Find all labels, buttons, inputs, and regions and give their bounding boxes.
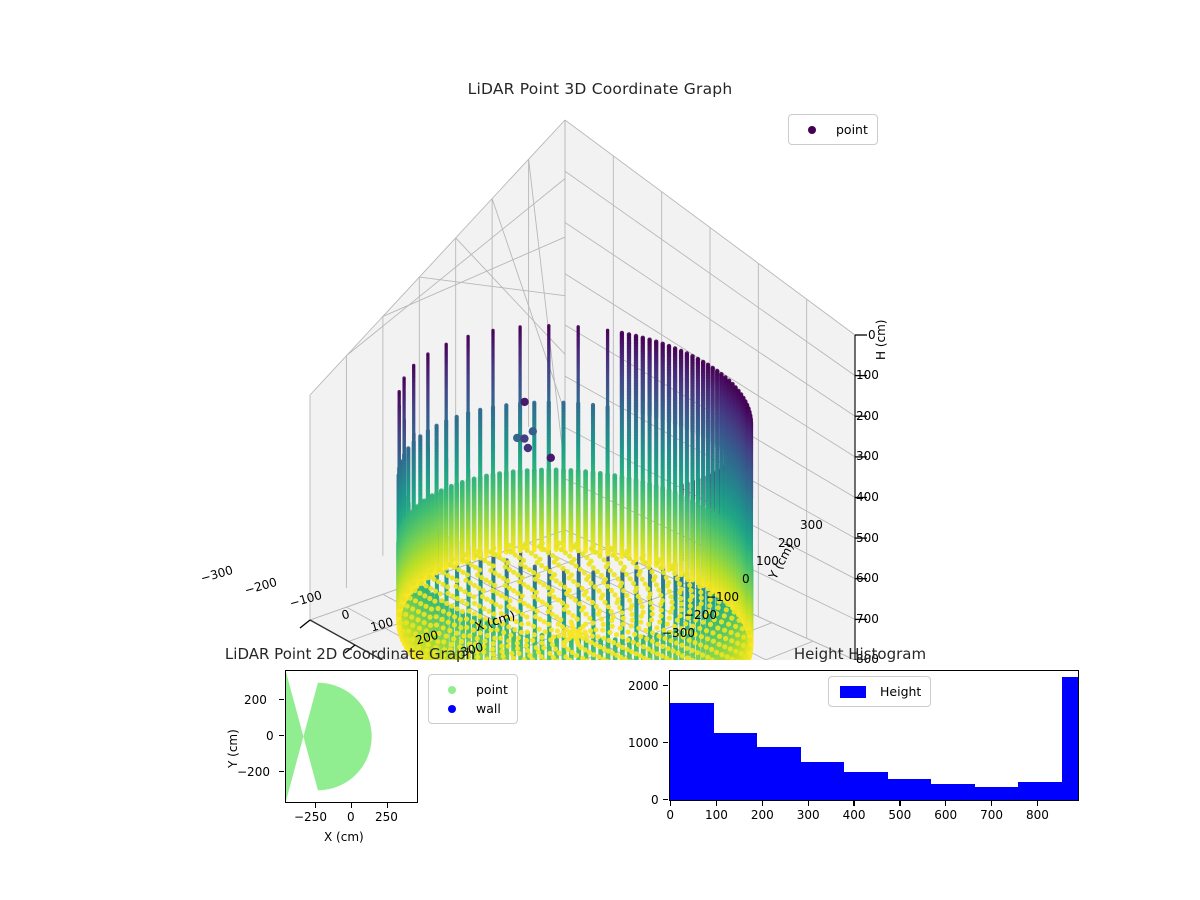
plot2d-ytickmark-2 [279,771,284,773]
histogram-bar [713,733,758,800]
point-marker-icon [798,125,826,134]
plot2d-xtickmark-0 [315,803,317,808]
plot2d-axes [285,670,418,803]
legend-item-point[interactable]: point [798,120,868,139]
hist-ytickmark-1 [663,742,668,744]
lidar-point-cloud [396,324,754,660]
histogram-bar [844,771,888,800]
hist-xtick-label: 700 [980,808,1003,822]
plot3d-zaxis-label: H (cm) [874,319,888,361]
point-footprint [286,672,372,801]
point-marker-icon [438,685,466,694]
plot2d-xtickmark-1 [351,803,353,808]
histogram-title: Height Histogram [793,645,927,663]
plot2d-yaxis-label: Y (cm) [226,729,240,768]
plot3d-xtickmarks [299,619,356,654]
plot3d-ytick-5: −200 [684,608,717,622]
plot2d-xtick-0: −250 [294,810,327,824]
plot3d-xtick-0: −300 [199,562,235,586]
plot3d-ztick-6: 600 [856,571,879,585]
hist-ytickmark-0 [663,799,668,801]
hist-xtickmark [807,801,809,806]
plot3d-ztick-2: 200 [856,409,879,423]
legend-label-point: point [836,122,868,137]
hist-ytickmark-2 [663,685,668,687]
plot2d-ytick-0: 200 [244,693,267,707]
hist-xtick-label: 600 [934,808,958,822]
hist-xtick-label: 800 [1025,808,1049,822]
legend-label-height: Height [880,684,922,699]
plot3d-ytick-4: −100 [706,590,739,604]
plot2d-ytickmark-1 [279,735,284,737]
hist-xtick-label: 400 [842,808,866,822]
histogram-bar [1061,676,1078,800]
plot3d-ytick-1: 200 [778,536,801,550]
plot2d-canvas [286,672,372,801]
plot3d-canvas [299,119,867,660]
plot3d-ytick-6: −300 [662,626,695,640]
plot3d-title: LiDAR Point 3D Coordinate Graph [467,80,733,98]
legend-item-point[interactable]: point [438,680,508,699]
legend-item-wall[interactable]: wall [438,699,508,718]
plot2d-title: LiDAR Point 2D Coordinate Graph [224,645,476,663]
histogram-bar [757,746,801,800]
plot3d-ztick-1: 100 [856,368,879,382]
histogram-bar [670,702,714,800]
plot3d-legend[interactable]: point [788,114,878,145]
plot3d-ztick-3: 300 [856,449,879,463]
height-swatch-icon [838,685,868,698]
legend-label-wall: wall [476,701,501,716]
plot2d-ytick-1: 0 [266,729,274,743]
hist-xtickmark [1036,801,1039,806]
hist-xtick-label: 500 [888,808,912,822]
hist-ytick-0: 0 [651,793,659,807]
plot3d-ztick-8: 800 [856,652,879,666]
hist-xtick-label: 0 [666,808,675,822]
plot3d-ytick-3: 0 [742,572,750,586]
hist-ytick-1: 1000 [628,736,659,750]
histogram-bars [670,671,1078,800]
plot2d-legend[interactable]: point wall [428,674,518,724]
plot2d-xtick-2: 250 [375,810,398,824]
histogram-axes [669,670,1079,801]
hist-xtickmark [761,801,764,806]
legend-label-point: point [476,682,508,697]
plot2d-xtick-1: 0 [347,810,355,824]
plot3d-ztickmarks [855,334,867,660]
hist-xtickmark [899,801,901,806]
hist-xtickmark [853,801,855,806]
hist-ytick-2: 2000 [628,679,659,693]
hist-xtickmark [945,801,947,806]
hist-xtick-label: 200 [750,808,774,822]
plot3d-ytick-0: 300 [800,518,823,532]
hist-xtickmark [990,801,993,806]
hist-xtickmark [715,801,718,806]
plot2d-xaxis-label: X (cm) [324,830,364,844]
wall-marker-icon [438,704,466,713]
plot3d-ztick-0: 0 [868,328,876,342]
plot2d-ytick-2: −200 [237,765,270,779]
plot3d-ztick-5: 500 [856,531,879,545]
plot2d-ytickmark-0 [279,699,284,701]
histogram-bar [800,762,845,800]
histogram-bar [931,783,975,800]
histogram-bar [974,787,1019,800]
hist-xtickmark [670,801,672,806]
plot3d-ztick-7: 700 [856,612,879,626]
histogram-bar [1018,782,1062,800]
histogram-bar [887,779,932,800]
histogram-legend[interactable]: Height [828,676,932,707]
legend-item-height[interactable]: Height [838,682,921,701]
hist-xtick-label: 300 [796,808,820,822]
plot3d-axes [250,100,950,660]
hist-xtick-label: 100 [705,808,728,822]
plot3d-ytick-2: 100 [756,554,779,568]
plot3d-ztick-4: 400 [856,490,879,504]
plot2d-xtickmark-2 [387,803,389,808]
